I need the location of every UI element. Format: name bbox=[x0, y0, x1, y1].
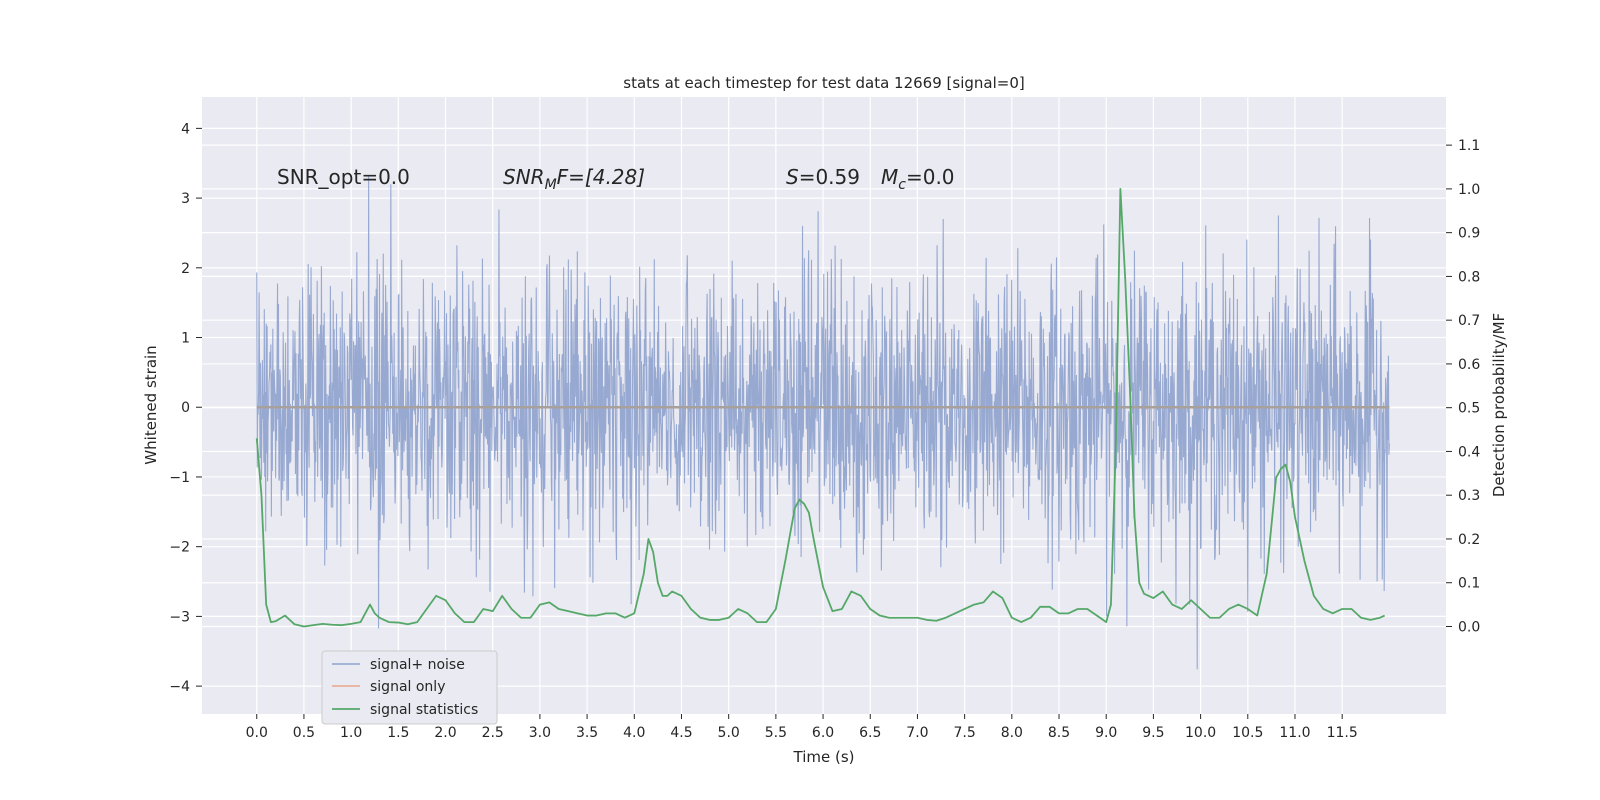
y2-tick-label: 1.0 bbox=[1458, 182, 1480, 198]
y-axis-label: Whitened strain bbox=[142, 345, 160, 464]
x-axis: 0.0 0.5 1.0 1.5 2.0 2.5 3.0 3.5 4.0 4.5 5.0 5.5 6.0 6… bbox=[246, 714, 1358, 741]
x-tick-label: 1.5 bbox=[387, 725, 409, 741]
legend-label-signal-noise: signal+ noise bbox=[370, 657, 465, 673]
x-tick-label: 0.0 bbox=[246, 725, 268, 741]
y-tick-label: −2 bbox=[169, 540, 190, 556]
x-axis-label: Time (s) bbox=[793, 748, 855, 766]
x-tick-label: 4.5 bbox=[670, 725, 692, 741]
y-tick-label: 0 bbox=[181, 400, 190, 416]
x-tick-label: 11.5 bbox=[1327, 725, 1358, 741]
y2-tick-label: 0.1 bbox=[1458, 576, 1480, 592]
x-tick-label: 0.5 bbox=[293, 725, 315, 741]
signal-noise-line bbox=[256, 176, 1390, 670]
y2-tick-label: 0.6 bbox=[1458, 357, 1480, 373]
y2-tick-label: 0.7 bbox=[1458, 313, 1480, 329]
s-label: S bbox=[786, 165, 799, 189]
x-tick-label: 3.5 bbox=[576, 725, 598, 741]
x-tick-label: 7.0 bbox=[906, 725, 928, 741]
y-tick-label: 3 bbox=[181, 191, 190, 207]
legend-box bbox=[321, 650, 498, 725]
annotation-snr-mf: SNRMF=[4.28] bbox=[503, 165, 645, 193]
y2-tick-label: 0.9 bbox=[1458, 226, 1480, 242]
x-tick-label: 4.0 bbox=[623, 725, 645, 741]
signal-statistics-series bbox=[255, 187, 1386, 628]
y2-tick-label: 0.5 bbox=[1458, 401, 1480, 417]
annotations: SNR_opt=0.0 SNRMF=[4.28] S=0.59 Mc=0.0 bbox=[277, 165, 955, 193]
y-tick-label: −1 bbox=[169, 470, 190, 486]
y2-tick-label: 1.1 bbox=[1458, 138, 1480, 154]
x-tick-label: 6.5 bbox=[859, 725, 881, 741]
s-value: =0.59 bbox=[799, 165, 860, 189]
y2-tick-label: 0.0 bbox=[1458, 619, 1480, 635]
x-tick-label: 9.0 bbox=[1095, 725, 1117, 741]
x-tick-label: 1.0 bbox=[340, 725, 362, 741]
signal-noise-series bbox=[256, 176, 1390, 670]
x-tick-label: 10.5 bbox=[1232, 725, 1263, 741]
y2-axis-label: Detection probability/MF bbox=[1490, 313, 1508, 497]
x-tick-label: 5.5 bbox=[765, 725, 787, 741]
snr-mf-sub: M bbox=[545, 177, 557, 193]
x-tick-label: 8.5 bbox=[1048, 725, 1070, 741]
snr-mf-suffix: F=[4.28] bbox=[557, 165, 645, 189]
chart-title: stats at each timestep for test data 126… bbox=[623, 74, 1024, 92]
y-tick-label: 1 bbox=[181, 331, 190, 347]
y2-tick-label: 0.8 bbox=[1458, 269, 1480, 285]
y-tick-label: 2 bbox=[181, 261, 190, 277]
mc-sub: c bbox=[898, 177, 906, 193]
legend: signal+ noise signal only signal statist… bbox=[321, 650, 498, 725]
y2-tick-label: 0.4 bbox=[1458, 444, 1480, 460]
mc-value: =0.0 bbox=[906, 165, 955, 189]
legend-label-signal-statistics: signal statistics bbox=[370, 702, 478, 718]
annotation-snr-opt: SNR_opt=0.0 bbox=[277, 165, 410, 189]
x-tick-label: 5.0 bbox=[718, 725, 740, 741]
x-tick-label: 7.5 bbox=[954, 725, 976, 741]
y-tick-label: −3 bbox=[169, 609, 190, 625]
x-tick-label: 2.0 bbox=[434, 725, 456, 741]
x-tick-label: 11.0 bbox=[1279, 725, 1310, 741]
legend-label-signal-only: signal only bbox=[370, 679, 445, 695]
x-tick-label: 2.5 bbox=[482, 725, 504, 741]
annotation-mc: Mc=0.0 bbox=[881, 165, 955, 193]
annotation-s: S=0.59 bbox=[786, 165, 860, 189]
x-tick-label: 9.5 bbox=[1142, 725, 1164, 741]
mc-label: M bbox=[881, 165, 898, 189]
x-tick-label: 8.0 bbox=[1001, 725, 1023, 741]
x-tick-label: 3.0 bbox=[529, 725, 551, 741]
x-tick-label: 10.0 bbox=[1185, 725, 1216, 741]
y-tick-label: −4 bbox=[169, 679, 190, 695]
y-tick-label: 4 bbox=[181, 121, 190, 137]
y-axis-left: 4 3 2 1 0 −1 −2 −3 −4 bbox=[169, 121, 202, 695]
y2-tick-label: 0.2 bbox=[1458, 532, 1480, 548]
snr-mf-prefix: SNR bbox=[503, 165, 545, 189]
y2-tick-label: 0.3 bbox=[1458, 488, 1480, 504]
y-axis-right: 1.1 1.0 0.9 0.8 0.7 0.6 0.5 0.4 0.3 0.2 0.1 0.0 bbox=[1446, 138, 1480, 635]
signal-statistics-line bbox=[255, 187, 1386, 628]
x-tick-label: 6.0 bbox=[812, 725, 834, 741]
